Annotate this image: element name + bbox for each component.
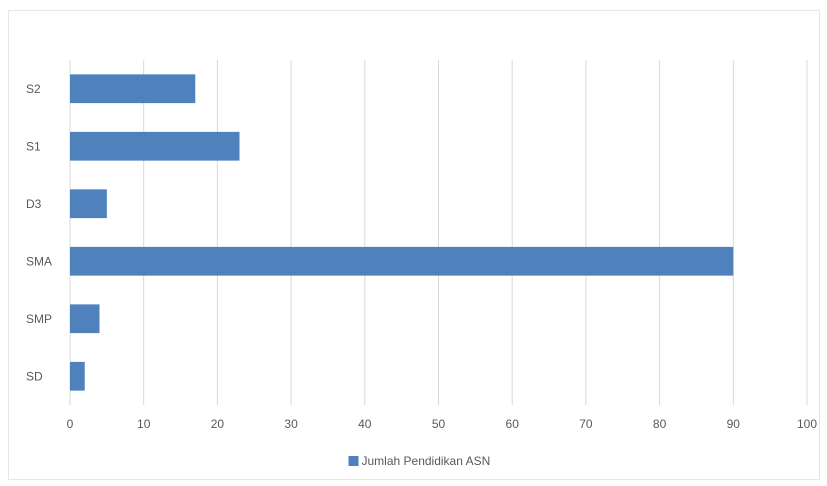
x-tick-label: 0 [67,417,74,431]
bars [70,74,734,391]
x-tick-label: 90 [727,417,741,431]
category-label: SMP [26,312,52,326]
x-tick-label: 70 [579,417,593,431]
bar-smp [70,304,100,334]
bar-s1 [70,131,240,161]
x-tick-label: 50 [432,417,446,431]
bar-sma [70,246,734,276]
legend-label: Jumlah Pendidikan ASN [362,454,491,468]
x-tick-label: 100 [797,417,817,431]
bar-s2 [70,74,196,104]
category-label: SD [26,369,43,383]
category-label: S2 [26,82,41,96]
bar-sd [70,361,85,391]
grid-lines [69,60,808,405]
category-label: S1 [26,139,41,153]
x-tick-label: 60 [506,417,520,431]
x-tick-label: 30 [284,417,298,431]
x-tick-label: 10 [137,417,151,431]
x-tick-label: 40 [358,417,372,431]
x-tick-label: 80 [653,417,667,431]
category-label: SMA [26,254,52,268]
x-tick-label: 20 [211,417,225,431]
x-tick-labels: 0 10 20 30 40 50 60 70 80 90 100 [67,417,818,431]
legend: Jumlah Pendidikan ASN [348,454,491,468]
legend-swatch [348,456,359,466]
bar-d3 [70,189,107,219]
category-label: D3 [26,197,42,211]
category-labels: S2 S1 D3 SMA SMP SD [26,82,52,384]
